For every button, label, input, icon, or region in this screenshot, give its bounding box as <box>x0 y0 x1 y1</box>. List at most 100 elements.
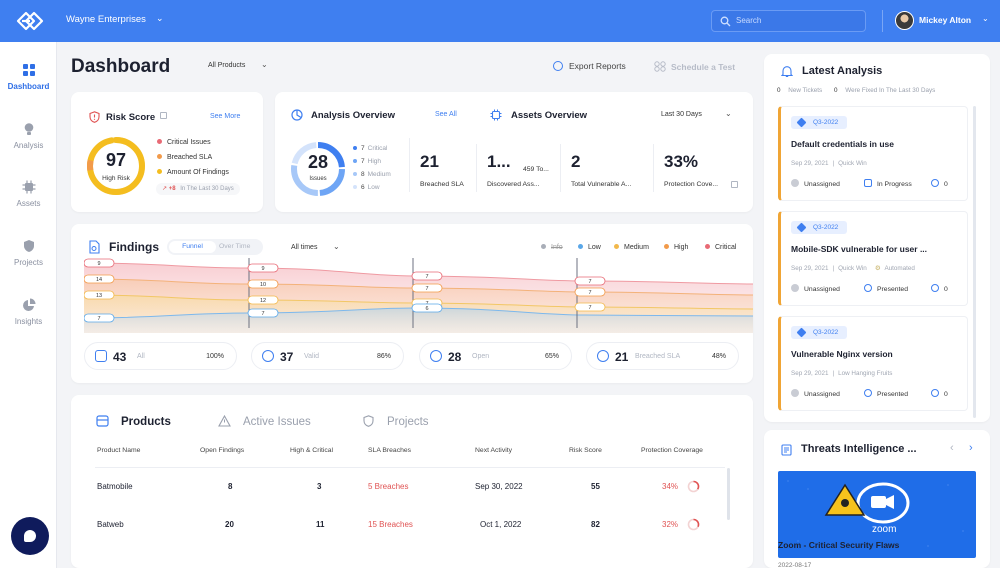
column-header[interactable]: Product Name <box>97 447 141 454</box>
schedule-test-button[interactable]: Schedule a Test <box>654 61 735 72</box>
table-row[interactable]: Batweb 20 11 15 Breaches Oct 1, 2022 82 … <box>71 513 731 537</box>
info-icon[interactable] <box>731 181 738 188</box>
tab-products[interactable]: Products <box>96 415 171 428</box>
legend-dot <box>353 146 357 150</box>
product-name[interactable]: Batweb <box>97 520 124 529</box>
sidebar-item-insights[interactable]: Insights <box>0 298 57 326</box>
products-scrollbar[interactable] <box>727 468 730 520</box>
avatar[interactable] <box>895 11 914 30</box>
breached-sla-value: 21 <box>420 152 439 171</box>
column-header[interactable]: Protection Coverage <box>641 447 703 454</box>
product-name[interactable]: Batmobile <box>97 482 133 491</box>
search-placeholder: Search <box>736 16 762 25</box>
analysis-item[interactable]: Q3-2022 Default credentials in use Sep 2… <box>778 106 968 201</box>
funnel-label-badge <box>84 274 115 284</box>
next-activity: Oct 1, 2022 <box>480 520 522 529</box>
assignee[interactable]: Unassigned <box>791 179 840 188</box>
box-icon <box>96 415 109 427</box>
comments[interactable]: 0 <box>931 284 948 293</box>
risk-score-value: 97 <box>105 150 127 170</box>
see-more-link[interactable]: See More <box>210 113 241 120</box>
findings-open-label: Open <box>472 353 490 360</box>
analysis-item-title[interactable]: Mobile-SDK vulnerable for user ... <box>791 244 928 254</box>
funnel-label-badge <box>411 271 443 281</box>
threat-article-image[interactable]: zoom <box>778 471 976 558</box>
legend-medium[interactable]: Medium <box>614 244 649 251</box>
analysis-item-title[interactable]: Vulnerable Nginx version <box>791 349 893 359</box>
chevron-down-icon[interactable]: ⌄ <box>261 60 268 69</box>
comments[interactable]: 0 <box>931 179 948 188</box>
diamond-icon <box>796 222 807 233</box>
latest-analysis-scrollbar[interactable] <box>973 106 976 418</box>
analysis-item[interactable]: Q3-2022 Mobile-SDK vulnerable for user .… <box>778 211 968 306</box>
sidebar-item-projects[interactable]: Projects <box>0 239 57 267</box>
schedule-icon <box>654 61 666 72</box>
assignee[interactable]: Unassigned <box>791 389 840 398</box>
table-row[interactable]: Batmobile 8 3 5 Breaches Sep 30, 2022 55… <box>71 475 731 499</box>
legend-low[interactable]: Low <box>578 244 601 251</box>
threat-headline[interactable]: Zoom - Critical Security Flaws <box>778 540 900 550</box>
chevron-down-icon[interactable]: ⌄ <box>725 109 732 118</box>
legend-dot <box>353 172 357 176</box>
sidebar-item-assets[interactable]: Assets <box>0 180 57 208</box>
legend-info[interactable]: Info <box>541 244 563 251</box>
tab-active-issues[interactable]: Active Issues <box>218 415 311 428</box>
chevron-left-icon[interactable]: ‹ <box>950 442 954 454</box>
analysis-item[interactable]: Q3-2022 Vulnerable Nginx version Sep 29,… <box>778 316 968 411</box>
findings-breached-label: Breached SLA <box>635 353 681 360</box>
trend-up-icon: ↗ <box>162 186 168 192</box>
user-icon <box>791 284 799 292</box>
pie-icon <box>22 298 35 311</box>
sla-breaches[interactable]: 5 Breaches <box>368 482 409 491</box>
see-all-link[interactable]: See All <box>435 111 457 118</box>
comments[interactable]: 0 <box>931 389 948 398</box>
info-icon[interactable] <box>160 112 167 119</box>
chat-button[interactable] <box>11 517 49 555</box>
risk-gauge <box>87 137 145 195</box>
export-label: Export Reports <box>569 61 626 71</box>
risk-score-title: Risk Score <box>106 112 156 123</box>
analysis-item-title[interactable]: Default credentials in use <box>791 139 894 149</box>
chevron-down-icon[interactable]: ⌄ <box>982 14 989 23</box>
company-logo[interactable] <box>14 8 46 34</box>
findings-valid-value: 37 <box>280 350 294 364</box>
product-filter[interactable]: All Products <box>208 62 246 69</box>
legend-high[interactable]: High <box>664 244 688 251</box>
user-name[interactable]: Mickey Alton <box>919 15 972 25</box>
legend-dot <box>157 139 162 144</box>
sla-breaches[interactable]: 15 Breaches <box>368 520 413 529</box>
column-header[interactable]: Open Findings <box>200 447 245 454</box>
column-header[interactable]: Next Activity <box>475 447 513 454</box>
pie-chart-icon <box>291 109 303 121</box>
sidebar-item-analysis[interactable]: Analysis <box>0 122 57 150</box>
column-header[interactable]: Risk Score <box>569 447 602 454</box>
company-selector[interactable]: Wayne Enterprises <box>66 14 146 25</box>
chevron-right-icon[interactable]: › <box>969 442 973 454</box>
divider <box>882 10 883 32</box>
tab-over-time[interactable]: Over Time <box>219 243 251 250</box>
chevron-down-icon[interactable]: ⌄ <box>156 13 164 23</box>
risk-score: 82 <box>591 520 600 529</box>
column-header[interactable]: SLA Breaches <box>368 447 412 454</box>
search-input[interactable]: Search <box>711 10 866 32</box>
legend-critical[interactable]: Critical <box>705 244 736 251</box>
chevron-down-icon[interactable]: ⌄ <box>333 242 340 251</box>
findings-valid-pct: 86% <box>376 353 391 360</box>
coverage-ring <box>687 518 700 531</box>
time-filter-select[interactable]: All times <box>291 244 318 251</box>
donut-segment-medium <box>291 142 345 196</box>
eye-icon <box>864 284 872 292</box>
tab-funnel[interactable]: Funnel <box>169 241 216 253</box>
breached-sla-label: Breached SLA <box>420 181 464 188</box>
ticket-summary: 0 New Tickets 0 Were Fixed In The Last 3… <box>777 87 936 94</box>
funnel-label-text: 6 <box>425 306 428 312</box>
sidebar-item-dashboard[interactable]: Dashboard <box>0 63 57 91</box>
date-range-select[interactable]: Last 30 Days <box>661 111 702 118</box>
protection-coverage-label: Protection Cove... <box>664 181 719 188</box>
tab-projects[interactable]: Projects <box>362 415 429 428</box>
assignee[interactable]: Unassigned <box>791 284 840 293</box>
donut-segment-critical <box>291 142 345 196</box>
column-header[interactable]: High & Critical <box>290 447 334 454</box>
funnel-label-badge <box>574 276 606 286</box>
export-reports-button[interactable]: Export Reports <box>553 61 626 71</box>
